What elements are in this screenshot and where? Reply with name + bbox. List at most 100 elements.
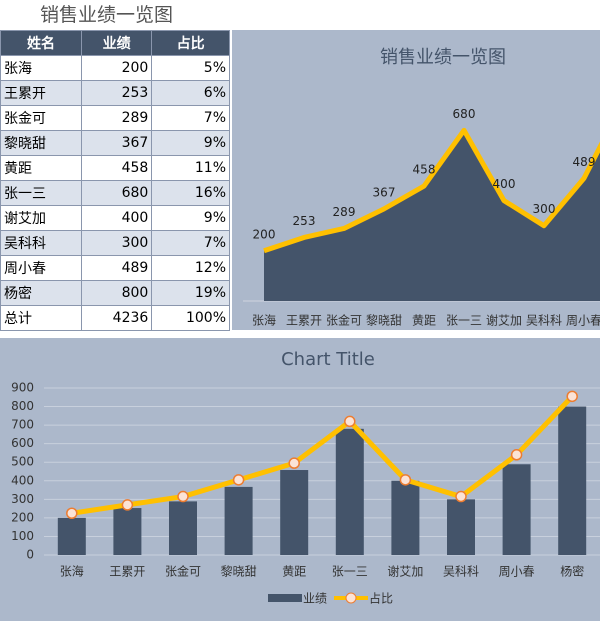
line-marker (232, 474, 245, 486)
y-tick-label: 800 (11, 399, 34, 413)
bar (502, 464, 531, 555)
area (264, 130, 600, 301)
bar (558, 406, 587, 555)
table-cell: 200 (80, 55, 153, 81)
x-tick-label: 张海 (252, 313, 276, 328)
x-tick-label: 张金可 (326, 313, 362, 328)
bar (391, 480, 420, 555)
table-cell: 总计 (0, 305, 82, 331)
table-cell: 458 (80, 155, 153, 181)
x-tick-label: 周小春 (499, 565, 535, 579)
line (263, 127, 600, 254)
y-tick-label: 900 (11, 381, 34, 395)
x-tick-label: 王累开 (286, 314, 322, 328)
data-label: 400 (493, 177, 516, 191)
sheet-title: 销售业绩一览图 (40, 4, 174, 26)
line-marker (510, 449, 523, 461)
y-tick-label: 700 (11, 418, 34, 432)
x-tick-label: 张一三 (332, 565, 368, 579)
table-cell: 400 (80, 205, 153, 231)
data-label: 200 (253, 227, 276, 241)
table-row: 杨密 800 19% (0, 280, 230, 306)
line-marker (344, 415, 356, 428)
table-cell: 张一三 (0, 180, 82, 206)
x-tick-label: 黄距 (412, 314, 436, 328)
table-cell: 9% (151, 130, 230, 156)
table-row: 张海 200 5% (0, 55, 230, 81)
legend-label: 占比 (369, 591, 393, 606)
bar (280, 470, 309, 555)
bar (447, 499, 475, 555)
line-marker (66, 507, 78, 519)
legend-swatch (345, 592, 357, 604)
table-cell: 300 (80, 230, 153, 256)
y-tick-label: 400 (11, 473, 34, 487)
table-cell: 杨密 (0, 280, 82, 306)
y-tick-label: 0 (26, 548, 34, 562)
bar (169, 501, 197, 555)
table-cell: 黎晓甜 (0, 130, 82, 156)
y-tick-label: 300 (11, 492, 34, 506)
table-cell: 680 (80, 180, 153, 206)
data-label: 680 (453, 107, 476, 121)
legend-label: 业绩 (303, 592, 327, 606)
bar (113, 508, 142, 555)
chart-title: Chart Title (281, 349, 375, 370)
data-label: 289 (333, 205, 356, 219)
table-cell: 800 (80, 280, 153, 306)
bar (335, 428, 364, 555)
y-tick-label: 100 (11, 529, 34, 543)
x-tick-label: 黄距 (282, 565, 306, 579)
x-tick-label: 谢艾加 (486, 313, 522, 328)
x-tick-label: 谢艾加 (387, 564, 423, 579)
x-tick-label: 张海 (60, 564, 84, 579)
table-cell: 周小春 (0, 255, 82, 281)
y-tick-label: 600 (11, 436, 34, 450)
legend-swatch (268, 594, 302, 602)
data-table: 姓名 业绩 占比 张海 200 5% 王累开 253 6% 张金可 289 7% 黎晓甜 367 9% 黄距 4… (0, 30, 230, 331)
line-marker (455, 490, 467, 503)
table-row: 吴科科 300 7% (0, 230, 230, 256)
data-label: 300 (533, 202, 556, 216)
table-row: 谢艾加 400 9% (0, 205, 230, 231)
header-cell: 业绩 (80, 30, 153, 56)
line-marker (288, 457, 300, 469)
table-cell: 5% (151, 55, 230, 81)
x-tick-label: 周小春 (566, 314, 600, 328)
line-marker (121, 499, 134, 511)
table-cell: 253 (80, 80, 153, 106)
line-marker (177, 490, 189, 503)
data-label: 458 (413, 163, 436, 177)
x-tick-label: 张金可 (165, 564, 201, 579)
data-label: 367 (373, 185, 396, 199)
y-tick-label: 200 (11, 510, 34, 524)
bar (57, 517, 86, 555)
x-tick-label: 吴科科 (443, 565, 479, 579)
table-cell: 4236 (80, 305, 153, 331)
table-row: 张一三 680 16% (0, 180, 230, 206)
x-tick-label: 杨密 (560, 564, 584, 579)
table-row: 总计 4236 100% (0, 305, 230, 331)
x-tick-label: 吴科科 (526, 314, 562, 328)
combo-chart: Chart Title 0 100 200 300 400 500 600 700 800 900 张… (11, 349, 600, 606)
table-cell: 6% (151, 80, 230, 106)
data-label: 489 (573, 155, 596, 169)
table-cell: 19% (151, 280, 230, 306)
table-cell: 100% (151, 305, 230, 331)
chart-title: 销售业绩一览图 (380, 47, 506, 68)
x-tick-label: 张一三 (446, 314, 482, 328)
y-tick-label: 500 (11, 455, 34, 469)
x-tick-label: 王累开 (109, 565, 145, 579)
table-cell: 289 (80, 105, 153, 131)
table-header: 姓名 业绩 占比 (0, 30, 230, 56)
table-cell: 12% (151, 255, 230, 281)
data-label: 253 (293, 214, 316, 228)
line (71, 394, 575, 516)
x-tick-label: 黎晓甜 (366, 314, 402, 328)
header-cell: 占比 (151, 30, 230, 56)
line-marker (399, 474, 412, 486)
table-row: 周小春 489 12% (0, 255, 230, 281)
